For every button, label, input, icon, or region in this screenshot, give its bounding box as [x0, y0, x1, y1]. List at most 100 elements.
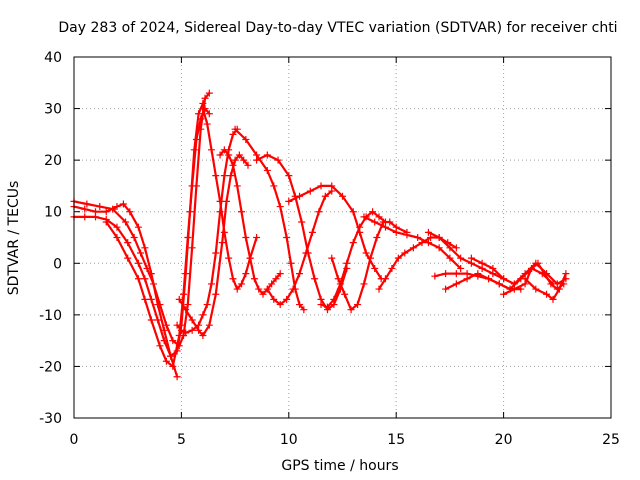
- data-point: [102, 208, 110, 216]
- data-point: [96, 203, 104, 211]
- data-point: [452, 270, 460, 278]
- data-point: [317, 182, 325, 190]
- data-point: [283, 295, 291, 303]
- x-tick-label: 5: [177, 432, 186, 448]
- data-point: [240, 156, 248, 164]
- series-line: [178, 153, 250, 337]
- data-point: [347, 306, 355, 314]
- data-point: [169, 362, 177, 370]
- data-point: [457, 254, 465, 262]
- data-point: [205, 110, 213, 118]
- data-point: [296, 270, 304, 278]
- series-line: [219, 148, 282, 296]
- data-point: [379, 218, 387, 226]
- series-track-22: [521, 270, 570, 303]
- data-point: [184, 234, 192, 241]
- data-point: [188, 182, 196, 190]
- data-point: [474, 270, 482, 278]
- data-point: [220, 172, 228, 180]
- data-point: [339, 192, 346, 200]
- data-point: [113, 223, 121, 231]
- series-track-15: [360, 213, 465, 272]
- data-point: [435, 234, 443, 241]
- data-point: [134, 275, 142, 283]
- data-point: [369, 208, 377, 216]
- data-point: [274, 156, 282, 164]
- data-point: [207, 280, 215, 288]
- y-tick-label: -30: [39, 411, 62, 427]
- data-point: [167, 352, 175, 360]
- data-point: [276, 203, 284, 211]
- data-point: [184, 301, 192, 309]
- data-point: [205, 321, 213, 329]
- data-point: [199, 331, 207, 339]
- data-point: [334, 275, 342, 283]
- series-line: [470, 257, 568, 285]
- series-track-08: [216, 146, 284, 298]
- data-point: [510, 285, 518, 293]
- data-point: [392, 228, 400, 236]
- data-point: [409, 244, 417, 252]
- data-point: [102, 218, 110, 226]
- data-point: [216, 151, 224, 159]
- data-point: [109, 205, 117, 213]
- data-point: [124, 254, 132, 262]
- data-point: [543, 290, 551, 298]
- data-point: [549, 295, 557, 303]
- data-point: [287, 259, 295, 267]
- data-point: [216, 197, 224, 205]
- series-line: [319, 210, 387, 309]
- data-point: [500, 275, 508, 283]
- y-tick-label: 0: [53, 256, 62, 272]
- data-point: [349, 208, 357, 216]
- data-point: [182, 329, 190, 337]
- data-point: [119, 200, 127, 208]
- data-point: [173, 373, 181, 381]
- data-point: [244, 161, 252, 169]
- data-point: [235, 151, 243, 159]
- data-point: [485, 275, 493, 283]
- data-point: [201, 94, 209, 102]
- data-point: [534, 259, 542, 267]
- data-point: [446, 244, 454, 252]
- series-line: [266, 190, 333, 306]
- data-point: [276, 270, 284, 278]
- data-point: [317, 301, 325, 309]
- data-point: [362, 249, 370, 257]
- data-point: [263, 166, 271, 174]
- data-point: [424, 239, 432, 247]
- series-track-20: [467, 254, 570, 288]
- x-tick-label: 25: [602, 432, 620, 448]
- series-track-03: [70, 89, 213, 350]
- data-point: [203, 120, 211, 128]
- data-point: [401, 249, 409, 257]
- data-point: [330, 295, 338, 303]
- data-point: [442, 270, 450, 278]
- data-point: [231, 125, 239, 133]
- data-point: [388, 264, 396, 272]
- data-point: [141, 275, 149, 283]
- series-line: [72, 91, 211, 347]
- data-point: [195, 326, 203, 334]
- data-point: [373, 234, 381, 241]
- data-point: [199, 311, 207, 319]
- y-axis-label: SDTVAR / TECUs: [6, 181, 22, 296]
- data-point: [371, 218, 379, 226]
- data-point: [255, 285, 263, 293]
- data-point: [446, 254, 454, 262]
- data-point: [302, 249, 310, 257]
- data-point: [149, 280, 157, 288]
- data-point: [270, 182, 278, 190]
- data-point: [366, 254, 374, 262]
- data-point: [467, 254, 475, 262]
- y-tick-label: -20: [39, 359, 62, 375]
- data-point: [91, 213, 99, 221]
- data-point: [113, 234, 121, 241]
- data-point: [81, 205, 89, 213]
- x-tick-label: 0: [70, 432, 79, 448]
- data-point: [343, 259, 351, 267]
- series-track-16: [375, 234, 460, 293]
- series-line: [523, 272, 568, 301]
- data-point: [495, 280, 503, 288]
- data-point: [242, 270, 250, 278]
